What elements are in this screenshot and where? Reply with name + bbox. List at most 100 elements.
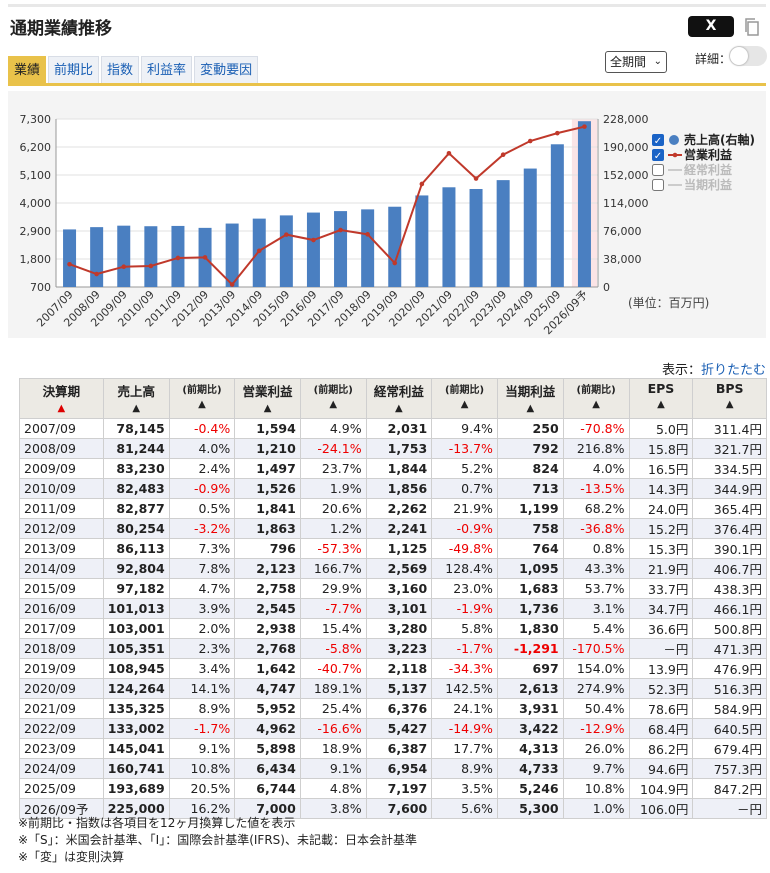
copy-icon[interactable] (742, 17, 762, 37)
table-cell: 13.9円 (628, 658, 694, 679)
column-header[interactable]: (前期比) ▲ (168, 378, 236, 419)
sort-triangle-icon[interactable]: ▲ (132, 403, 141, 414)
tab-shisu[interactable]: 指数 (101, 56, 140, 84)
table-cell: 6,387 (365, 738, 433, 759)
table-cell: 7.8% (168, 558, 236, 579)
column-header[interactable]: 当期利益 ▲ (496, 378, 564, 419)
table-cell: 1,642 (234, 658, 301, 679)
table-cell: 9.1% (168, 738, 236, 759)
bar-sales (117, 225, 131, 287)
table-cell: 105,351 (102, 638, 170, 659)
table-cell: 4,313 (496, 738, 564, 759)
table-cell: 20.6% (299, 498, 367, 519)
table-row: 2021/09 135,325 8.9% 5,952 25.4% 6,376 24.1% 3,… (19, 698, 767, 719)
table-cell: 2,031 (365, 418, 433, 439)
table-row: 2019/09 108,945 3.4% 1,642 -40.7% 2,118 -34.3%… (19, 658, 767, 679)
table-cell: 43.3% (562, 558, 630, 579)
table-cell: 2022/09 (19, 718, 104, 739)
table-cell: 20.5% (168, 778, 236, 799)
x-share-button[interactable]: X (688, 16, 734, 37)
point-operating-profit (365, 232, 370, 237)
table-row: 2009/09 83,230 2.4% 1,497 23.7% 1,844 5.2% 824 4… (19, 458, 767, 479)
table-cell: 0.8% (562, 538, 630, 559)
left-tick-label: 7,300 (20, 113, 52, 126)
table-cell: 2011/09 (19, 498, 104, 519)
bar-sales (550, 144, 564, 287)
table-cell: 757.3円 (692, 758, 767, 779)
table-cell: 15.3円 (628, 538, 694, 559)
table-cell: 33.7円 (628, 578, 694, 599)
collapse-link[interactable]: 折りたたむ (700, 363, 766, 378)
sort-triangle-icon[interactable]: ▲ (395, 403, 403, 414)
table-cell: 7,600 (365, 798, 433, 819)
table-cell: 23.7% (299, 458, 367, 479)
bar-sales (442, 187, 456, 287)
point-operating-profit (202, 255, 208, 260)
table-cell: 24.0円 (628, 498, 694, 519)
column-header[interactable]: 売上高 ▲ (102, 378, 170, 419)
table-cell: -49.8% (431, 538, 498, 559)
footnote: ※「S」：米国会計基準、「I」：国際会計基準(IFRS)、未記載：日本会計基準 (18, 833, 417, 847)
column-header[interactable]: BPS ▲ (692, 378, 767, 419)
right-tick-label: 190,000 (603, 141, 649, 154)
table-cell: -24.1% (299, 438, 367, 459)
sort-triangle-icon[interactable]: ▲ (592, 399, 600, 410)
table-cell: 758 (496, 518, 564, 539)
column-header[interactable]: (前期比) ▲ (562, 378, 630, 419)
sort-triangle-icon[interactable]: ▲ (725, 399, 734, 410)
bar-sales (63, 229, 77, 287)
table-cell: 3.8% (299, 798, 367, 819)
table-cell: 2026/09予 (19, 798, 104, 819)
detail-label: 詳細： (695, 52, 732, 66)
point-operating-profit (256, 248, 262, 254)
footnote: ※前期比・指数は各項目を12ヶ月換算した値を表示 (18, 816, 296, 830)
column-header[interactable]: 決算期 ▲ (19, 378, 104, 419)
table-cell: 82,483 (102, 478, 170, 499)
table-cell: 640.5円 (692, 718, 767, 739)
table-row: 2011/09 82,877 0.5% 1,841 20.6% 2,262 21.9% 1,1… (19, 498, 767, 519)
tab-hendo-yoin[interactable]: 変動要因 (194, 56, 259, 84)
tab-zenkihi[interactable]: 前期比 (48, 56, 100, 84)
sort-triangle-icon[interactable]: ▲ (198, 399, 206, 410)
table-cell: 1,095 (496, 558, 564, 579)
table-cell: 274.9% (562, 678, 630, 699)
column-header-label: 営業利益 (242, 384, 293, 399)
column-header[interactable]: EPS ▲ (628, 378, 694, 419)
tab-riekiritsu[interactable]: 利益率 (141, 56, 193, 84)
table-cell: 133,002 (102, 718, 170, 739)
sort-triangle-icon[interactable]: ▲ (329, 399, 338, 410)
point-operating-profit (338, 227, 343, 233)
point-operating-profit (446, 151, 452, 156)
table-cell: 10.8% (562, 778, 630, 799)
sort-triangle-icon[interactable]: ▲ (460, 399, 469, 410)
tab-gyoseki[interactable]: 業績 (8, 56, 47, 84)
column-header-label: EPS (647, 381, 675, 396)
column-header[interactable]: 営業利益 ▲ (234, 378, 301, 419)
legend-marker-dot (672, 152, 678, 158)
table-cell: 2020/09 (19, 678, 104, 699)
sort-triangle-icon[interactable]: ▲ (657, 399, 665, 410)
table-cell: 15.8円 (628, 438, 694, 459)
sort-triangle-icon[interactable]: ▲ (263, 403, 272, 414)
table-cell: 189.1% (299, 678, 367, 699)
column-header[interactable]: (前期比) ▲ (299, 378, 367, 419)
column-header[interactable]: (前期比) ▲ (431, 378, 498, 419)
detail-toggle[interactable] (729, 46, 767, 66)
period-select[interactable]: 全期間 ⌄ (605, 51, 667, 73)
point-operating-profit (500, 152, 506, 157)
table-cell: 7,000 (234, 798, 301, 819)
table-cell: 1.9% (299, 478, 367, 499)
table-cell: 97,182 (102, 578, 170, 599)
table-cell: 86.2円 (628, 738, 694, 759)
check-icon: ✓ (654, 136, 662, 147)
table-cell: 584.9円 (692, 698, 767, 719)
column-header[interactable]: 経常利益 ▲ (365, 378, 433, 419)
table-cell: 2009/09 (19, 458, 104, 479)
table-cell: 21.9% (431, 498, 498, 519)
table-cell: 225,000 (102, 798, 170, 819)
table-cell: 2016/09 (19, 598, 104, 619)
sort-triangle-icon[interactable]: ▲ (57, 403, 66, 414)
table-row: 2020/09 124,264 14.1% 4,747 189.1% 5,137 142.5… (19, 678, 767, 699)
sort-triangle-icon[interactable]: ▲ (526, 403, 535, 414)
display-label: 表示： (661, 363, 701, 378)
